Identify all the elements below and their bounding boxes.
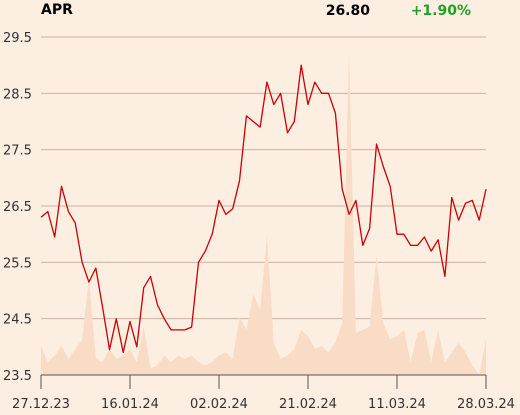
price-line [40, 64, 487, 354]
volume-fill [41, 52, 486, 375]
quote-header: APR 26.80 +1.90% [0, 0, 520, 24]
volume-area [41, 52, 486, 375]
x-tick-label: 21.02.24 [279, 397, 337, 412]
y-tick-label: 28.5 [3, 87, 32, 102]
ticker-name: APR [41, 2, 73, 18]
y-axis: 29.5 28.5 27.5 26.5 25.5 24.5 23.5 [3, 31, 32, 384]
y-tick-label: 24.5 [3, 313, 32, 328]
x-axis: 27.12.23 16.01.24 02.02.24 21.02.24 11.03.24… [12, 374, 515, 412]
y-tick-label: 27.5 [3, 144, 32, 159]
x-tick-label: 11.03.24 [368, 397, 426, 412]
y-tick-label: 26.5 [3, 200, 32, 215]
price-change: +1.90% [410, 3, 471, 19]
x-tick-label: 02.02.24 [190, 397, 248, 412]
x-tick-label: 28.03.24 [457, 397, 515, 412]
y-tick-label: 29.5 [3, 31, 32, 46]
last-price: 26.80 [325, 3, 370, 19]
price-series [40, 64, 487, 354]
y-tick-label: 23.5 [3, 369, 32, 384]
x-tick-label: 16.01.24 [101, 397, 159, 412]
y-tick-label: 25.5 [3, 256, 32, 271]
x-tick-label: 27.12.23 [12, 397, 70, 412]
